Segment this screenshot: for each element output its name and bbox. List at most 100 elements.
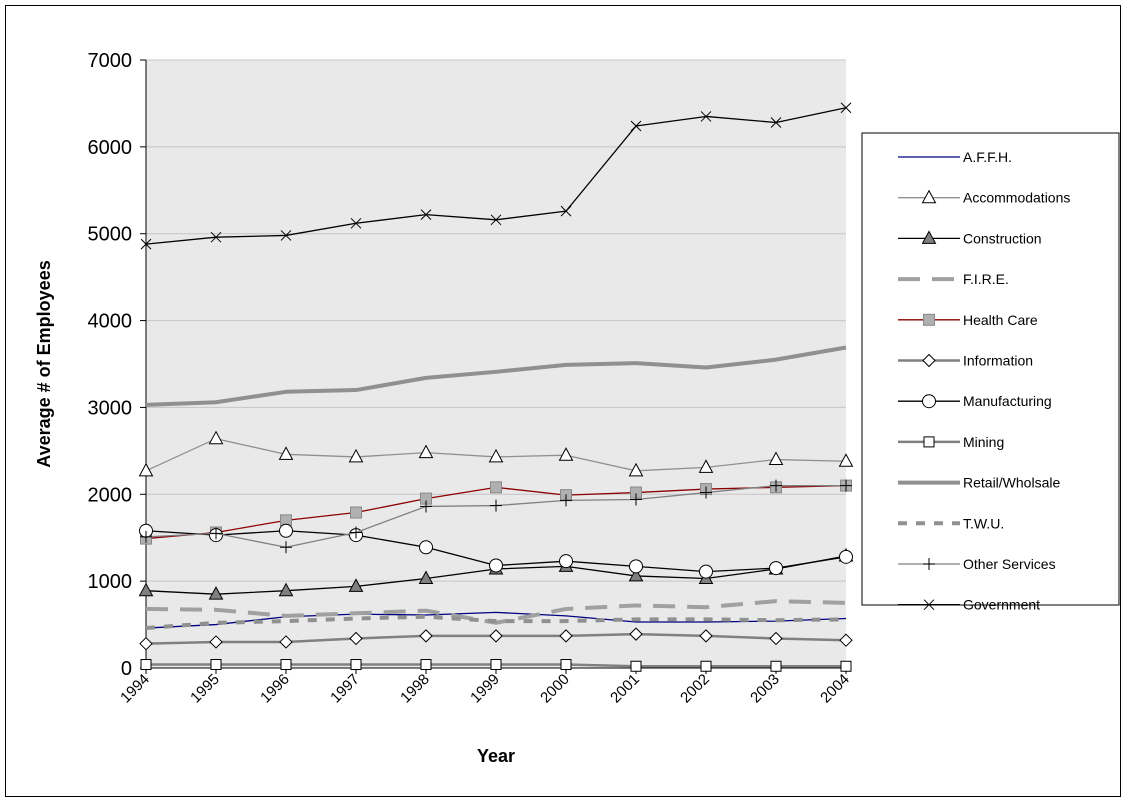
marker bbox=[699, 564, 713, 579]
marker bbox=[921, 189, 937, 204]
marker bbox=[698, 459, 714, 473]
legend-item: Manufacturing bbox=[898, 393, 1052, 409]
marker bbox=[700, 111, 712, 122]
marker-stroke bbox=[840, 102, 852, 114]
legend-label: A.F.F.H. bbox=[963, 149, 1012, 165]
marker-stroke bbox=[560, 205, 572, 217]
marker bbox=[350, 659, 362, 671]
legend-item: Government bbox=[898, 597, 1040, 613]
marker bbox=[630, 493, 642, 506]
marker bbox=[349, 631, 363, 646]
x-tick-label: 2003 bbox=[747, 671, 783, 707]
series-a-f-f-h bbox=[145, 611, 847, 629]
marker bbox=[923, 436, 935, 448]
marker bbox=[840, 479, 852, 492]
x-tick-label: 2002 bbox=[677, 671, 713, 707]
legend-item: A.F.F.H. bbox=[898, 149, 1012, 165]
y-tick-label: 1000 bbox=[88, 571, 133, 593]
marker bbox=[279, 635, 293, 649]
marker bbox=[138, 582, 154, 597]
marker bbox=[560, 205, 572, 217]
marker bbox=[560, 659, 572, 671]
marker bbox=[209, 635, 223, 649]
legend-item: Other Services bbox=[898, 556, 1056, 572]
legend-label: Retail/Wholsale bbox=[963, 475, 1060, 491]
marker bbox=[490, 659, 502, 671]
marker bbox=[278, 582, 294, 597]
marker bbox=[839, 633, 853, 647]
marker bbox=[138, 462, 154, 477]
marker bbox=[419, 629, 433, 643]
legend-label: Government bbox=[963, 597, 1040, 613]
legend-label: T.W.U. bbox=[963, 515, 1004, 531]
marker bbox=[770, 479, 782, 492]
series-group bbox=[138, 102, 854, 672]
marker bbox=[140, 659, 152, 671]
x-axis-title: Year bbox=[477, 746, 515, 766]
legend-item: T.W.U. bbox=[898, 515, 1004, 531]
marker bbox=[208, 586, 224, 600]
marker bbox=[489, 558, 503, 573]
marker-stroke bbox=[630, 120, 642, 132]
marker bbox=[839, 549, 853, 564]
marker bbox=[210, 659, 222, 671]
marker bbox=[838, 453, 854, 467]
marker bbox=[922, 394, 936, 409]
legend-label: Construction bbox=[963, 230, 1042, 246]
x-tick-label: 2001 bbox=[607, 671, 643, 707]
marker bbox=[280, 659, 292, 671]
x-tick-label: 2000 bbox=[537, 671, 573, 707]
marker bbox=[348, 448, 364, 463]
marker bbox=[628, 567, 644, 582]
legend-item: Mining bbox=[898, 434, 1004, 450]
marker bbox=[629, 559, 643, 574]
marker bbox=[923, 313, 935, 326]
marker bbox=[559, 629, 573, 643]
marker bbox=[348, 578, 364, 592]
x-tick-label: 1998 bbox=[397, 671, 433, 707]
series-retail-wholsale bbox=[145, 345, 847, 407]
marker bbox=[350, 506, 362, 519]
marker bbox=[922, 353, 936, 368]
marker bbox=[490, 481, 502, 494]
marker bbox=[419, 540, 433, 555]
marker bbox=[921, 230, 937, 244]
marker bbox=[769, 561, 783, 576]
marker bbox=[210, 231, 222, 243]
series-information bbox=[139, 627, 853, 651]
y-tick-label: 5000 bbox=[88, 224, 133, 246]
series-t-w-u bbox=[145, 614, 847, 631]
marker bbox=[770, 660, 782, 672]
marker bbox=[770, 117, 782, 128]
marker-stroke bbox=[490, 214, 502, 226]
legend-box bbox=[861, 132, 1120, 606]
marker bbox=[923, 599, 935, 611]
marker bbox=[629, 627, 643, 641]
legend-item: Retail/Wholsale bbox=[898, 475, 1060, 491]
y-tick-label: 2000 bbox=[88, 484, 133, 506]
y-axis-title: Average # of Employees bbox=[34, 260, 54, 467]
marker bbox=[489, 629, 503, 643]
marker bbox=[840, 102, 852, 114]
marker bbox=[350, 217, 362, 229]
legend: A.F.F.H. Accommodations Construction F.I.R.… bbox=[861, 132, 1120, 613]
series-mining bbox=[140, 659, 852, 672]
marker bbox=[699, 629, 713, 643]
marker bbox=[630, 660, 642, 672]
marker bbox=[558, 447, 574, 461]
marker bbox=[208, 430, 224, 445]
legend-label: Other Services bbox=[963, 556, 1056, 572]
gridlines bbox=[140, 59, 846, 669]
series-accommodations bbox=[138, 430, 854, 477]
marker bbox=[490, 499, 502, 512]
x-tick-label: 1997 bbox=[327, 671, 363, 707]
marker bbox=[139, 636, 153, 651]
marker bbox=[628, 462, 644, 477]
marker bbox=[700, 486, 712, 499]
series-line bbox=[145, 611, 847, 629]
marker-stroke bbox=[210, 231, 222, 243]
marker bbox=[210, 527, 222, 540]
marker bbox=[418, 444, 434, 459]
legend-label: Information bbox=[963, 353, 1033, 369]
